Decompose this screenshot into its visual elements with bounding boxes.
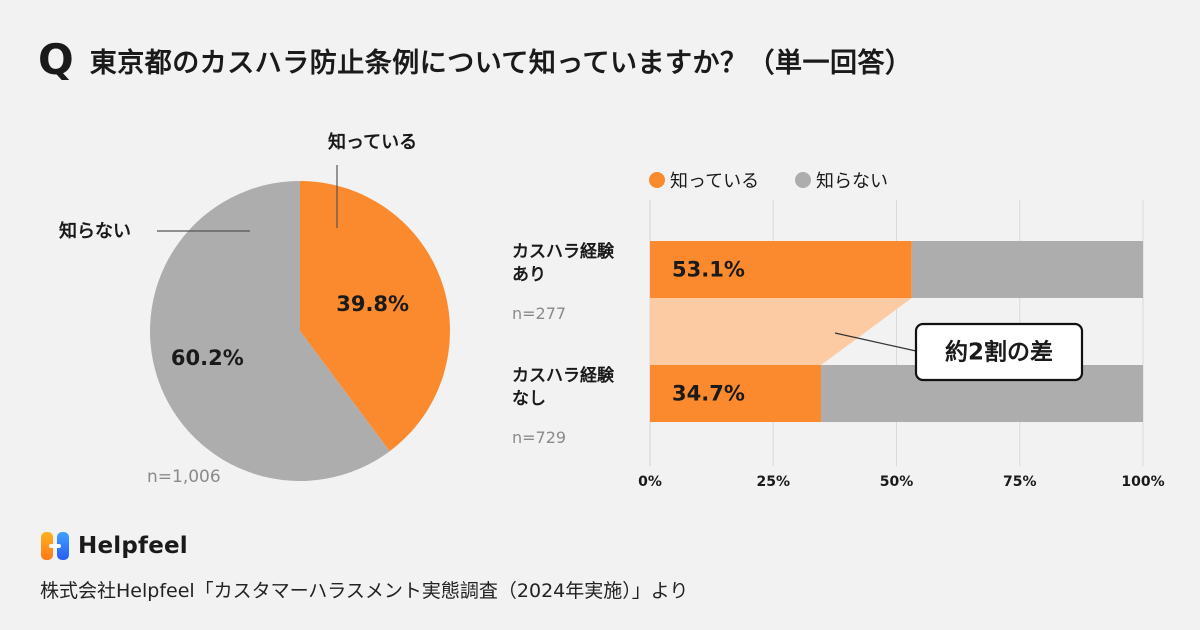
bar-segment-known (650, 365, 822, 422)
bar-n-label: n=277 (512, 304, 566, 323)
bar-category-label: カスハラ経験 (512, 241, 615, 262)
x-tick-label: 100% (1121, 474, 1164, 490)
bar-value-label: 34.7% (672, 382, 745, 406)
annotation-text: 約2割の差 (945, 339, 1053, 366)
x-tick-label: 50% (880, 474, 914, 490)
pie-category-label: 知らない (59, 220, 131, 242)
pie-slice-known (300, 181, 451, 452)
pie-value-label: 39.8% (336, 292, 409, 316)
legend-label-known: 知っている (670, 171, 759, 192)
bar-category-label: カスハラ経験 (512, 365, 615, 386)
bar-category-label: なし (512, 389, 546, 409)
annotation-box (914, 322, 1084, 382)
pie-category-label: 知っている (328, 131, 417, 153)
question-text: 東京都のカスハラ防止条例について知っていますか？（単一回答） (89, 47, 913, 79)
legend-label-unknown: 知らない (816, 171, 888, 192)
x-tick-label: 25% (756, 474, 790, 490)
bar-value-label: 53.1% (672, 258, 745, 282)
annotation-leader-line (834, 332, 917, 352)
bar-segment-known (650, 241, 912, 298)
bar-category-label: あり (512, 265, 546, 285)
helpfeel-logo-icon (41, 532, 69, 560)
source-note: 株式会社Helpfeel「カスタマーハラスメント実態調査（2024年実施）」より (40, 580, 689, 602)
question-title: Q 東京都のカスハラ防止条例について知っていますか？（単一回答） (38, 32, 913, 88)
pie-slice-unknown (150, 181, 390, 481)
pie-n-label: n=1,006 (147, 467, 221, 487)
brand-name: Helpfeel (78, 533, 188, 559)
pie-value-label: 60.2% (171, 346, 244, 370)
brand-logo: Helpfeel (40, 531, 188, 561)
legend-swatch-unknown (795, 172, 811, 188)
bar-segment-unknown (911, 241, 1143, 298)
difference-band (650, 298, 912, 365)
x-tick-label: 0% (638, 474, 662, 490)
x-tick-label: 75% (1003, 474, 1037, 490)
legend-swatch-known (649, 172, 665, 188)
bar-n-label: n=729 (512, 428, 566, 447)
question-marker: Q (38, 35, 74, 84)
